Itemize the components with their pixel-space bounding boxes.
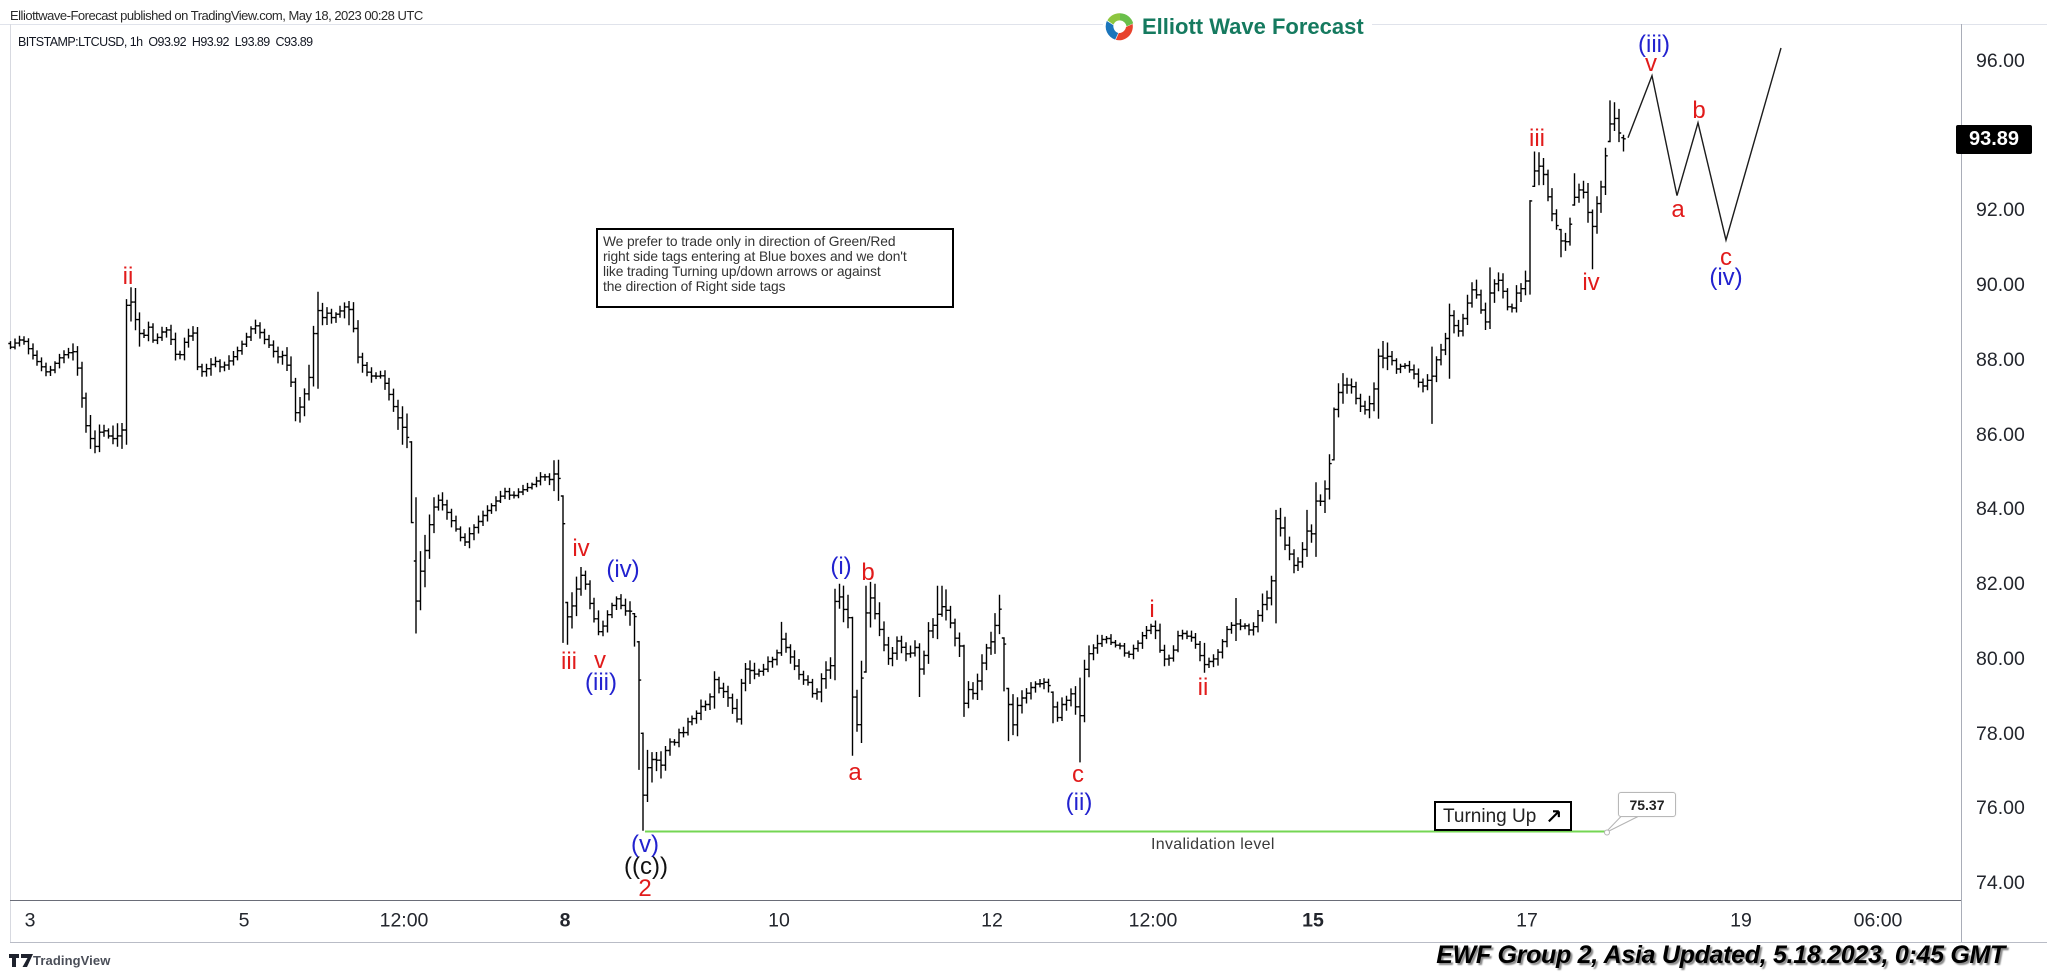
svg-text:a: a <box>1671 196 1685 223</box>
svg-text:15: 15 <box>1302 910 1324 932</box>
svg-text:b: b <box>861 559 874 586</box>
svg-text:8: 8 <box>560 910 571 932</box>
svg-text:12: 12 <box>981 910 1003 932</box>
svg-text:96.00: 96.00 <box>1976 50 2025 72</box>
svg-text:90.00: 90.00 <box>1976 274 2025 296</box>
svg-text:74.00: 74.00 <box>1976 872 2025 894</box>
svg-text:76.00: 76.00 <box>1976 797 2025 819</box>
svg-text:v: v <box>594 647 606 674</box>
svg-text:84.00: 84.00 <box>1976 498 2025 520</box>
svg-text:((c)): ((c)) <box>624 853 668 880</box>
svg-text:88.00: 88.00 <box>1976 349 2025 371</box>
svg-text:iii: iii <box>1529 125 1545 152</box>
svg-text:92.00: 92.00 <box>1976 199 2025 221</box>
svg-text:(iv): (iv) <box>1709 264 1742 291</box>
svg-text:2: 2 <box>638 875 651 902</box>
svg-text:(v): (v) <box>631 831 659 858</box>
svg-text:86.00: 86.00 <box>1976 424 2025 446</box>
svg-text:12:00: 12:00 <box>380 910 429 932</box>
svg-text:06:00: 06:00 <box>1854 910 1903 932</box>
svg-text:ii: ii <box>123 263 134 290</box>
svg-text:(iv): (iv) <box>606 556 639 583</box>
svg-text:v: v <box>1645 50 1657 77</box>
svg-text:82.00: 82.00 <box>1976 573 2025 595</box>
svg-text:iv: iv <box>572 535 589 562</box>
svg-text:i: i <box>1149 596 1154 623</box>
svg-text:10: 10 <box>768 910 790 932</box>
svg-text:(iii): (iii) <box>585 669 617 696</box>
svg-text:19: 19 <box>1730 910 1752 932</box>
svg-text:c: c <box>1720 244 1732 271</box>
svg-text:iv: iv <box>1582 269 1599 296</box>
svg-text:12:00: 12:00 <box>1129 910 1178 932</box>
svg-text:5: 5 <box>239 910 250 932</box>
svg-text:(ii): (ii) <box>1066 789 1093 816</box>
svg-text:c: c <box>1072 761 1084 788</box>
svg-text:b: b <box>1692 97 1705 124</box>
svg-text:iii: iii <box>561 648 577 675</box>
svg-text:ii: ii <box>1198 674 1209 701</box>
svg-text:(i): (i) <box>830 553 851 580</box>
svg-text:(iii): (iii) <box>1638 31 1670 58</box>
svg-text:80.00: 80.00 <box>1976 648 2025 670</box>
svg-text:a: a <box>848 759 862 786</box>
svg-text:78.00: 78.00 <box>1976 723 2025 745</box>
svg-text:3: 3 <box>25 910 36 932</box>
svg-text:17: 17 <box>1516 910 1538 932</box>
